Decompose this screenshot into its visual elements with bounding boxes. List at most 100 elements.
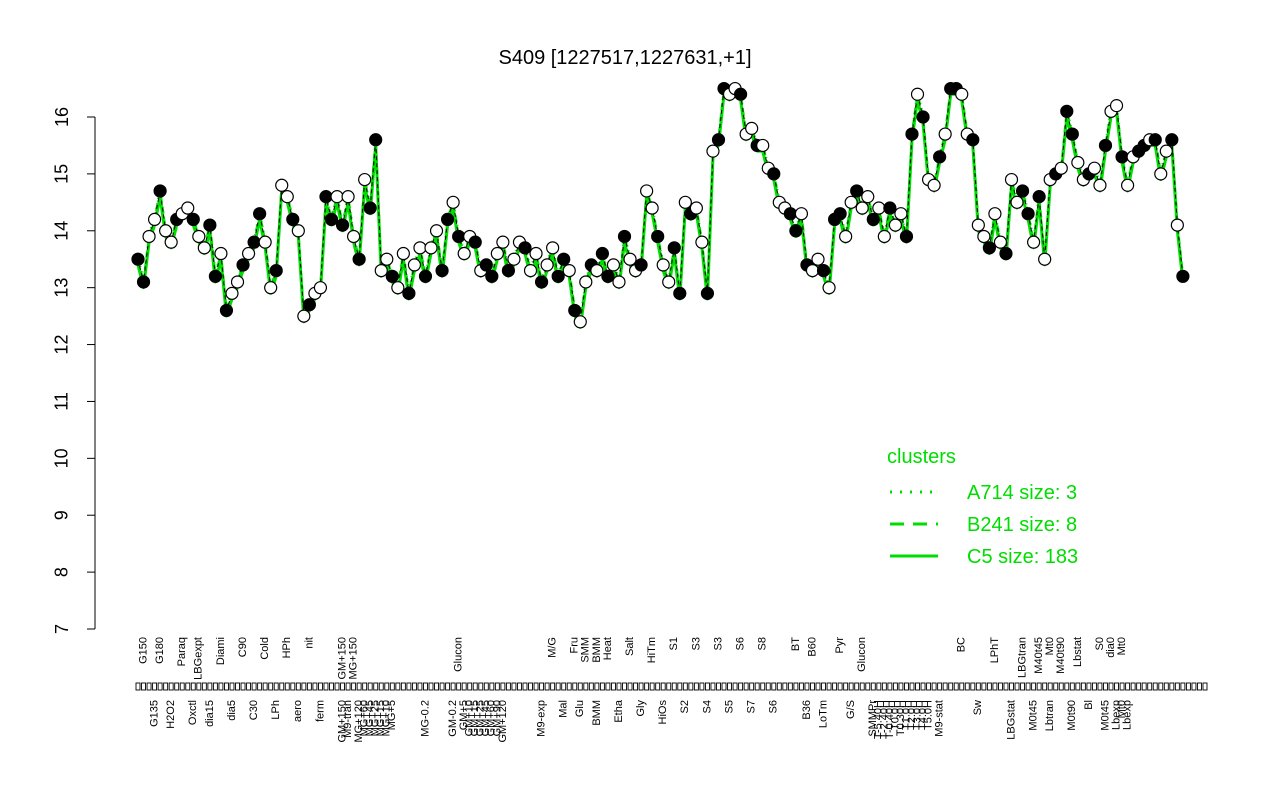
x-tick-label: Sw [972, 700, 984, 715]
x-rug-tick [1130, 682, 1136, 691]
x-rug-tick [1163, 682, 1169, 691]
x-rug-tick [577, 682, 583, 691]
data-point [341, 190, 355, 204]
data-point [1093, 178, 1107, 192]
data-point [966, 133, 980, 147]
x-tick-label: BT [790, 637, 802, 651]
x-rug-tick [1009, 682, 1014, 691]
x-rug-tick [566, 682, 572, 691]
x-tick-label: H2O2 [165, 700, 177, 729]
x-rug-tick [865, 682, 871, 691]
data-point [844, 195, 858, 209]
x-rug-tick [743, 682, 749, 691]
data-point [1027, 235, 1041, 249]
x-rug-tick [478, 682, 484, 691]
x-tick-label: SMM [580, 637, 592, 663]
x-rug-tick [804, 682, 810, 691]
x-rug-tick [1141, 682, 1147, 691]
x-tick-label: MG+15 [375, 700, 387, 736]
x-tick-label: dia0 [1105, 637, 1117, 658]
data-point [380, 252, 394, 266]
x-rug-tick [599, 682, 605, 691]
x-rug-tick [141, 682, 146, 691]
x-tick-label: S0 [1094, 637, 1106, 650]
x-tick-label: Mal [558, 700, 570, 718]
x-rug-tick [887, 682, 893, 691]
x-rug-tick [179, 682, 185, 691]
x-rug-tick [716, 682, 721, 691]
x-tick-label: S3 [690, 637, 702, 650]
x-rug-tick [644, 682, 650, 691]
x-rug-tick [583, 682, 589, 691]
x-tick-label: HPh [281, 637, 293, 658]
data-point [673, 286, 687, 300]
x-tick-label: GM+45 [480, 700, 492, 736]
data-point [938, 127, 952, 141]
x-rug-tick [1114, 682, 1119, 691]
x-tick-label: M9-stat [934, 700, 946, 737]
x-tick-label: Glucon [453, 637, 465, 672]
data-point [551, 269, 565, 283]
x-rug-tick [406, 682, 412, 691]
x-tick-label: C30 [248, 700, 260, 720]
x-tick-label: GM+10 [464, 700, 476, 736]
y-tick-label: 7 [52, 624, 72, 634]
x-rug-tick [218, 682, 224, 691]
x-rug-tick [693, 682, 699, 691]
x-tick-label: G/S [845, 700, 857, 719]
data-point [236, 258, 250, 272]
x-rug-tick [544, 682, 550, 691]
x-tick-label: nit [303, 637, 315, 649]
x-rug-tick [273, 682, 279, 691]
x-rug-tick [212, 682, 218, 691]
x-tick-label: GM+15 [469, 700, 481, 736]
x-tick-label: Mt0 [1116, 700, 1128, 718]
data-point [546, 241, 560, 255]
x-tick-label: B60 [806, 637, 818, 657]
x-rug-tick [1020, 682, 1026, 691]
data-point [623, 252, 637, 266]
data-point [1148, 133, 1162, 147]
x-rug-tick [555, 682, 561, 691]
data-point [678, 195, 692, 209]
x-tick-label: T-0.40H [884, 700, 896, 739]
x-tick-label: Bl [1083, 700, 1095, 710]
x-rug-tick [688, 682, 694, 691]
x-rug-tick [771, 682, 777, 691]
data-point [1010, 195, 1024, 209]
x-rug-tick [1069, 682, 1075, 691]
x-rug-tick [1053, 682, 1059, 691]
x-rug-tick [472, 682, 478, 691]
x-rug-tick [876, 682, 882, 691]
x-rug-tick [1047, 682, 1053, 691]
x-tick-label: LBGtran [1016, 637, 1028, 678]
x-rug-tick [848, 682, 854, 691]
data-point [203, 218, 217, 232]
data-point [424, 241, 438, 255]
x-rug-tick [384, 682, 390, 691]
data-point [1159, 144, 1173, 158]
x-rug-tick [881, 682, 887, 691]
x-tick-label: B36 [801, 700, 813, 720]
data-point [523, 264, 538, 278]
data-point [794, 207, 809, 221]
x-rug-tick [456, 682, 462, 691]
x-rug-tick [528, 682, 533, 691]
x-tick-label: M0t45 [1028, 700, 1040, 731]
data-point [1176, 269, 1190, 283]
x-rug-tick [428, 682, 434, 691]
data-point [131, 252, 145, 266]
data-point [485, 269, 499, 283]
x-rug-tick [915, 682, 920, 691]
x-rug-tick [1185, 682, 1191, 691]
x-rug-tick [704, 682, 710, 691]
data-point [894, 207, 908, 221]
x-tick-label: S5 [723, 700, 735, 713]
x-rug-tick [633, 682, 639, 691]
x-rug-tick [284, 682, 290, 691]
x-rug-tick [1180, 682, 1186, 691]
x-rug-tick [146, 682, 152, 691]
data-point [396, 246, 410, 261]
data-point [756, 138, 770, 153]
data-point [208, 269, 222, 283]
